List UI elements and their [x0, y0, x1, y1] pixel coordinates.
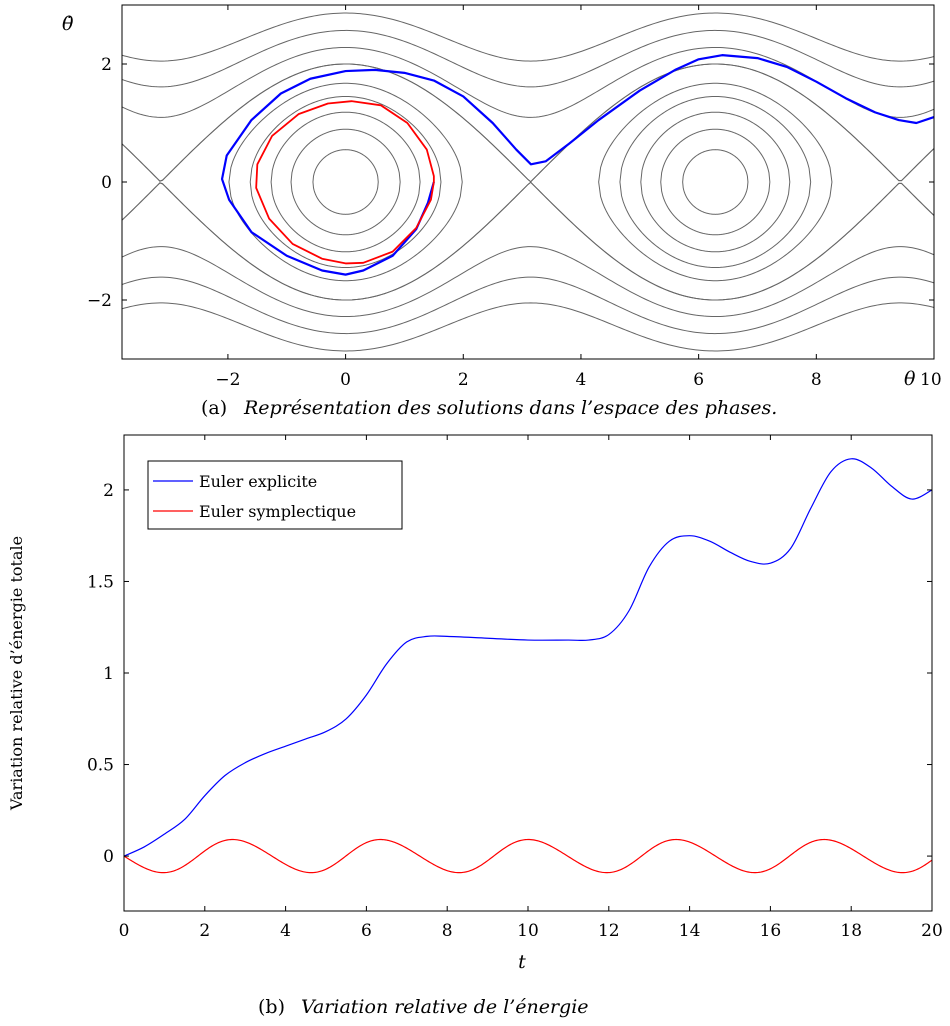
- x-tick-label: 8: [442, 921, 453, 941]
- level-curve: [122, 302, 934, 352]
- x-tick-label: 2: [199, 921, 210, 941]
- explicit-euler-energy-line: [124, 458, 932, 857]
- x-tick-label: 0: [340, 370, 351, 390]
- phase-portrait-plot: −2 0 2 4 6 8 10 −2 0 2 θ̇ θ: [62, 4, 942, 390]
- x-tick-label: 0: [119, 921, 130, 941]
- phase-trajectories: [220, 54, 934, 276]
- level-curve: [122, 246, 934, 318]
- level-curve: [122, 276, 934, 335]
- symplectic-euler-trajectory: [255, 100, 435, 265]
- level-curve: [640, 111, 791, 253]
- caption-b-prefix: (b): [258, 996, 285, 1018]
- x-tick-label: 4: [576, 370, 587, 390]
- y-tick-label: 1: [103, 664, 114, 684]
- y-tick-label: −2: [87, 291, 112, 311]
- separatrix-curve: [122, 181, 934, 301]
- y-axis-label-a: θ̇: [62, 13, 74, 35]
- x-tick-label: 6: [693, 370, 704, 390]
- x-tick-label: 2: [458, 370, 469, 390]
- caption-b: (b) Variation relative de l’énergie: [258, 996, 589, 1018]
- caption-a-text: Représentation des solutions dans l’espa…: [243, 397, 777, 419]
- legend-label-symplectic: Euler symplectique: [199, 502, 356, 521]
- caption-b-text: Variation relative de l’énergie: [301, 996, 589, 1018]
- energy-variation-plot: 0 2 4 6 8 10 12 14 16 18 20 0 0.5 1 1.5 2 t Variation r…: [7, 434, 943, 973]
- level-curve: [619, 95, 812, 269]
- x-axis-label-b: t: [518, 951, 526, 973]
- x-tick-label: 18: [840, 921, 862, 941]
- caption-a-prefix: (a): [201, 397, 227, 419]
- level-curve: [122, 12, 934, 62]
- plot-b-ticks: 0 2 4 6 8 10 12 14 16 18 20 0 0.5 1 1.5 2: [87, 435, 943, 941]
- level-curve: [228, 82, 463, 282]
- level-curve: [598, 82, 833, 282]
- legend-label-explicit: Euler explicite: [199, 472, 317, 491]
- y-tick-label: 2: [101, 55, 112, 75]
- explicit-euler-trajectory: [220, 54, 934, 276]
- level-curve: [660, 128, 771, 236]
- x-tick-label: 6: [361, 921, 372, 941]
- x-tick-label: 14: [679, 921, 701, 941]
- x-tick-label: 10: [920, 370, 942, 390]
- legend: Euler explicite Euler symplectique: [147, 460, 403, 530]
- plot-a-ticks: −2 0 2 4 6 8 10 −2 0 2: [87, 5, 942, 390]
- caption-a: (a) Représentation des solutions dans l’…: [201, 397, 777, 419]
- x-tick-label: 12: [598, 921, 620, 941]
- x-axis-label-a: θ: [904, 368, 916, 390]
- level-curve: [682, 149, 749, 215]
- y-tick-label: 1.5: [87, 572, 114, 592]
- level-curve: [122, 29, 934, 88]
- x-tick-label: 10: [517, 921, 539, 941]
- y-tick-label: 0: [103, 847, 114, 867]
- level-curve: [312, 149, 379, 215]
- phase-level-curves: [122, 12, 934, 352]
- y-tick-label: 0: [101, 173, 112, 193]
- level-curve: [270, 111, 421, 253]
- y-axis-label-b: Variation relative d’énergie totale: [7, 536, 26, 811]
- x-tick-label: −2: [215, 370, 240, 390]
- y-tick-label: 2: [103, 481, 114, 501]
- y-tick-label: 0.5: [87, 756, 114, 776]
- x-tick-label: 16: [760, 921, 782, 941]
- energy-series: [124, 458, 932, 874]
- level-curve: [290, 128, 401, 236]
- level-curve: [249, 95, 442, 269]
- symplectic-euler-energy-line: [124, 838, 932, 874]
- x-tick-label: 20: [921, 921, 943, 941]
- legend-box: [147, 460, 403, 530]
- separatrix-curve: [122, 63, 934, 183]
- x-tick-label: 4: [280, 921, 291, 941]
- level-curve: [122, 46, 934, 118]
- x-tick-label: 8: [811, 370, 822, 390]
